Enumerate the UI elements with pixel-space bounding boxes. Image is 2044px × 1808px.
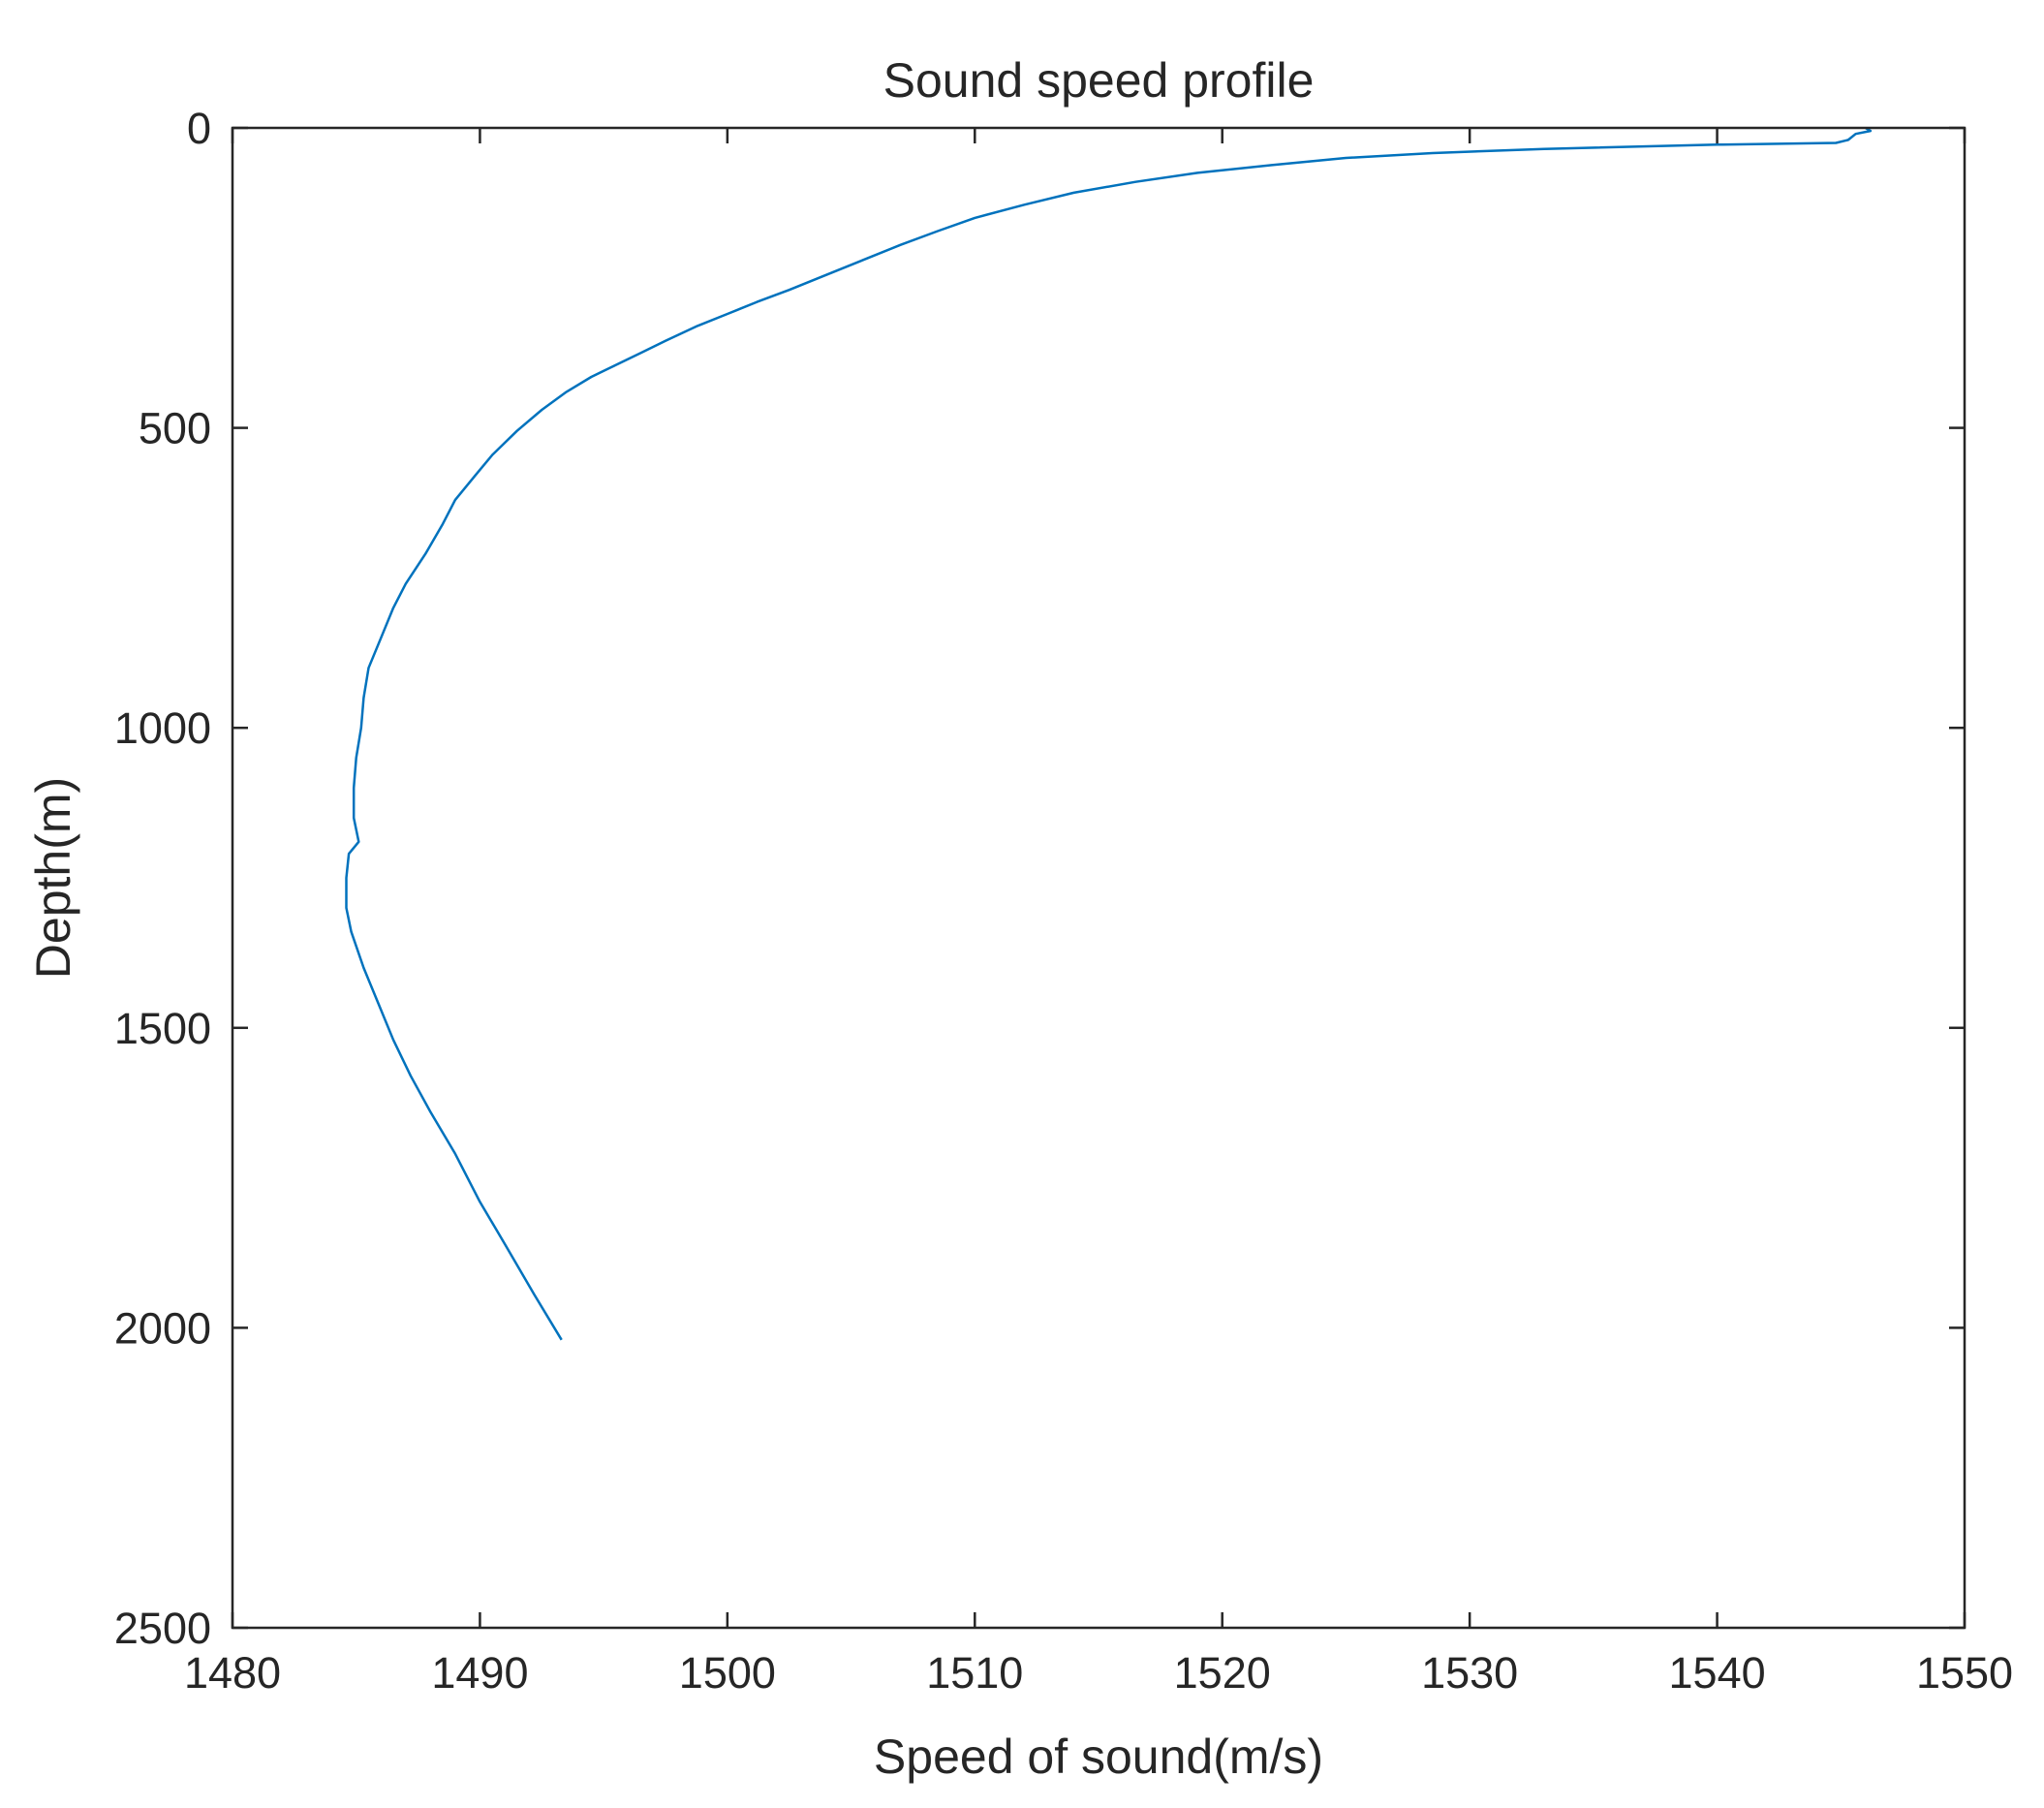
- x-tick-label: 1500: [679, 1648, 776, 1698]
- y-tick-label: 500: [139, 404, 211, 453]
- y-axis-title: Depth(m): [26, 777, 80, 979]
- sound-speed-line: [345, 126, 1873, 1341]
- x-tick-label: 1490: [431, 1648, 528, 1698]
- x-tick-label: 1530: [1421, 1648, 1518, 1698]
- series-layer: [345, 126, 1873, 1341]
- x-axis-title: Speed of sound(m/s): [874, 1730, 1323, 1784]
- y-tick-label: 1500: [114, 1004, 211, 1053]
- x-tick-label: 1520: [1174, 1648, 1271, 1698]
- plot-area: [232, 128, 1965, 1628]
- y-tick-label: 1000: [114, 703, 211, 753]
- y-tick-label: 2000: [114, 1303, 211, 1353]
- x-tick-label: 1510: [926, 1648, 1023, 1698]
- x-tick-label: 1550: [1916, 1648, 2013, 1698]
- tick-labels: 1480 1490 1500 1510 1520 1530 1540 1550 0 500 1000…: [114, 104, 2013, 1698]
- y-tick-label: 2500: [114, 1604, 211, 1653]
- x-tick-label: 1540: [1669, 1648, 1766, 1698]
- chart-title: Sound speed profile: [883, 53, 1315, 108]
- x-tick-label: 1480: [184, 1648, 281, 1698]
- y-tick-label: 0: [187, 104, 211, 153]
- axes-box: [231, 126, 1967, 1630]
